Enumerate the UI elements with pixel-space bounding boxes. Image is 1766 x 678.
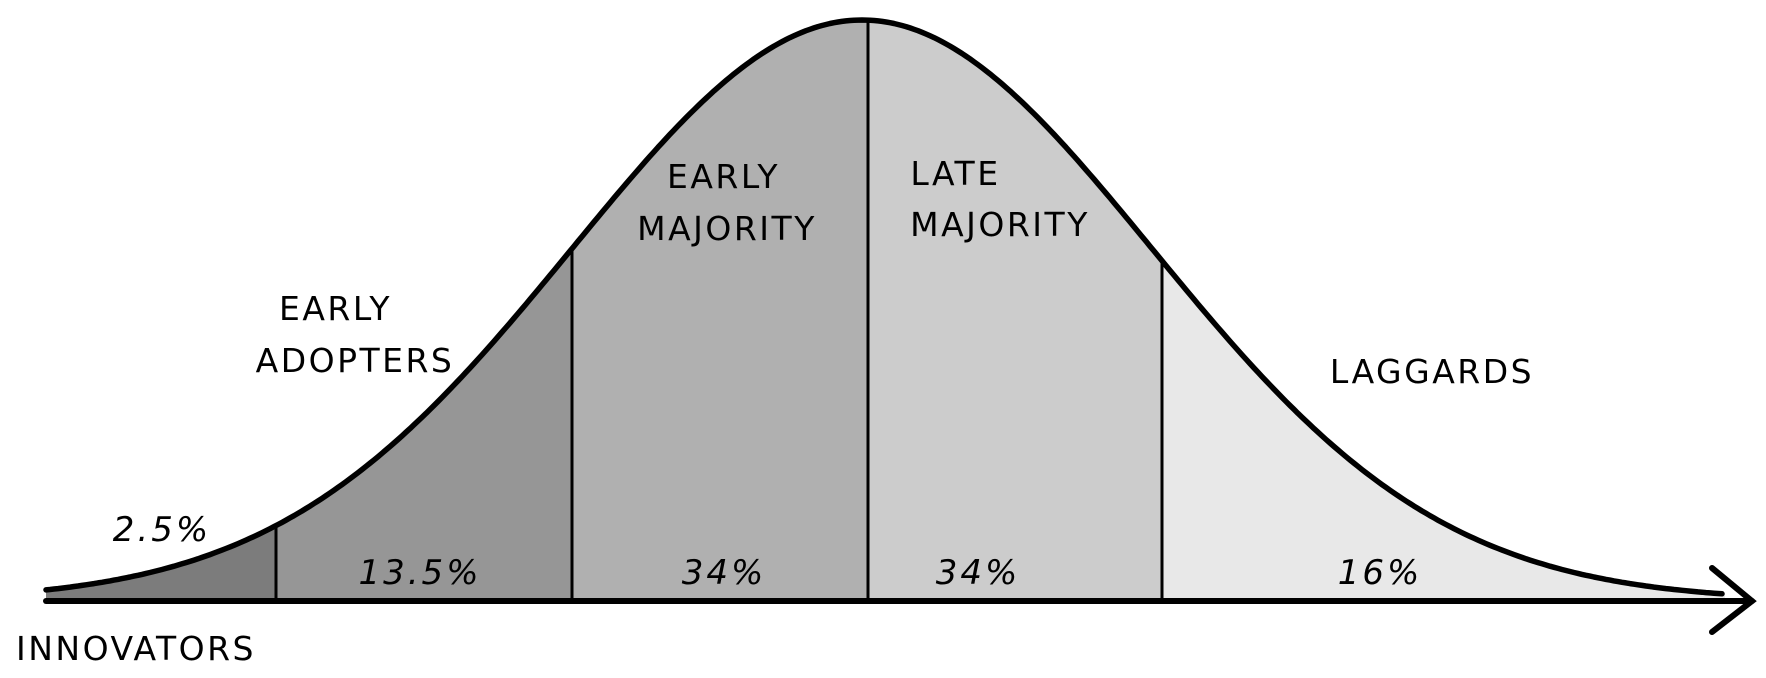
segment-dividers	[274, 20, 1164, 601]
early-adopters-percent: 13.5%	[358, 553, 481, 593]
segment-fill-late-majority	[868, 20, 1162, 602]
segment-fill-early-majority	[572, 20, 868, 601]
horizontal-axis	[43, 565, 1757, 635]
laggards-label: LAGGARDS	[1330, 352, 1534, 391]
late-majority-percent: 34%	[936, 553, 1021, 593]
late-majority-label: LATE MAJORITY	[910, 154, 1090, 244]
early-majority-percent: 34%	[682, 553, 767, 593]
early-majority-label: EARLY MAJORITY	[637, 157, 817, 248]
innovators-label: INNOVATORS	[16, 629, 256, 668]
laggards-percent: 16%	[1338, 553, 1423, 593]
early-adopters-label: EARLY ADOPTERS	[256, 289, 455, 380]
innovators-percent: 2.5%	[113, 510, 211, 550]
segment-fill-laggards	[1162, 260, 1725, 601]
bell-curve-outline	[43, 17, 1725, 597]
axis-arrowhead-icon	[1709, 565, 1757, 635]
